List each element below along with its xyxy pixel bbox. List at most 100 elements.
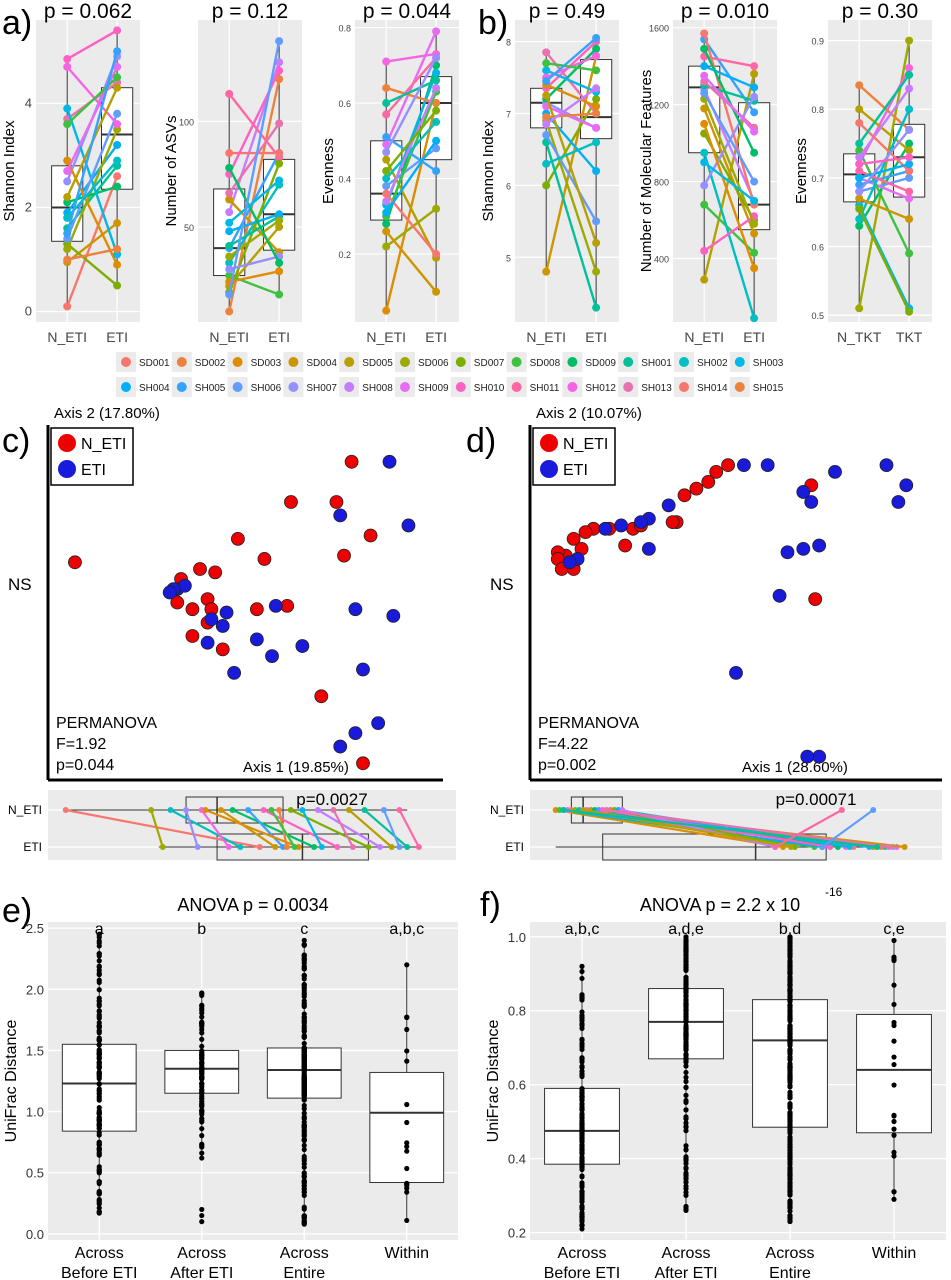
strip-point — [291, 844, 298, 850]
pair-line — [703, 98, 756, 225]
pair-point — [855, 81, 864, 90]
chart-title: p = 0.49 — [529, 0, 605, 23]
pair-point — [542, 77, 551, 86]
eti-point — [348, 726, 363, 741]
eti-point — [641, 542, 656, 556]
subject-legend: SD001 SD002 SD003 SD004 SD005 SD006 SD007 SD008… — [116, 352, 784, 397]
data-point — [199, 1133, 205, 1139]
data-point — [579, 1154, 585, 1160]
data-point — [787, 1136, 793, 1142]
data-point — [579, 1212, 585, 1218]
y-tick-label: 1600 — [649, 24, 669, 34]
pair-point — [750, 229, 759, 238]
x-tick-label: ETI — [425, 329, 447, 345]
pair-point — [63, 177, 72, 186]
eti-point — [796, 542, 811, 556]
pair-line — [385, 121, 438, 180]
strip-point — [870, 807, 877, 813]
legend-key — [567, 357, 578, 367]
data-point — [787, 1047, 793, 1053]
pair-point — [113, 26, 122, 35]
data-point — [96, 1166, 102, 1172]
legend-label-n-eti: N_ETI — [81, 436, 126, 453]
data-point — [579, 1022, 585, 1028]
pair-point — [542, 267, 551, 276]
pair-point — [592, 217, 601, 226]
legend-label-eti: ETI — [81, 462, 106, 479]
eti-point — [227, 665, 242, 680]
pair-line — [228, 274, 280, 296]
data-point — [579, 1057, 585, 1063]
data-point — [891, 1149, 897, 1155]
data-point — [683, 1183, 689, 1189]
data-point — [301, 1138, 307, 1144]
pair-point — [855, 118, 864, 127]
strip-point — [283, 844, 290, 850]
outlier-point — [199, 1206, 205, 1213]
strip-point — [225, 844, 232, 850]
permanova-stat: p=0.002 — [538, 757, 596, 774]
pair-point — [113, 245, 122, 254]
data-point — [404, 1119, 410, 1126]
legend-label: SH015 — [753, 383, 784, 394]
pair-point — [592, 238, 601, 247]
pair-line — [66, 113, 119, 240]
pair-point — [382, 189, 391, 198]
pair-point — [225, 290, 234, 299]
pair-point — [113, 260, 122, 269]
pair-line — [385, 230, 438, 293]
pair-point — [855, 187, 864, 196]
pair-line — [858, 204, 911, 309]
data-point — [683, 947, 689, 953]
data-point — [787, 1067, 793, 1074]
pair-point — [225, 307, 234, 316]
pair-point — [855, 215, 864, 224]
y-tick-label: 100 — [179, 117, 194, 127]
pair-line — [228, 226, 281, 287]
pair-point — [542, 159, 551, 168]
data-point — [96, 1205, 102, 1211]
data-point — [579, 1217, 585, 1224]
data-point — [199, 1074, 205, 1080]
legend-key — [734, 382, 745, 392]
pair-point — [275, 210, 284, 219]
pair-point — [63, 104, 72, 113]
data-point — [199, 1126, 205, 1132]
strip-point — [314, 807, 321, 813]
pair-point — [750, 127, 759, 136]
pair-point — [542, 66, 551, 75]
data-point — [579, 1127, 585, 1133]
pair-point — [225, 149, 234, 158]
panel-label-e: e) — [2, 892, 32, 930]
pair-point — [63, 302, 72, 311]
strip-pair-line — [232, 808, 315, 849]
n-eti-point — [618, 538, 633, 553]
legend-label: SH007 — [306, 383, 337, 394]
pair-line — [858, 74, 911, 145]
data-point — [579, 1115, 585, 1121]
data-point — [579, 1106, 585, 1112]
legend-label: SH011 — [530, 383, 560, 394]
data-point — [579, 992, 585, 998]
data-point — [683, 1114, 689, 1120]
eti-point — [812, 749, 827, 764]
x-axis-label: Axis 1 (28.60%) — [742, 759, 848, 776]
data-point — [579, 968, 585, 975]
pair-line — [703, 48, 756, 154]
data-point — [579, 1040, 585, 1047]
data-point — [404, 1140, 410, 1146]
pair-line — [66, 108, 119, 255]
eti-point — [804, 495, 819, 509]
pair-point — [592, 138, 601, 147]
pair-point — [905, 70, 914, 79]
pair-line — [228, 163, 281, 293]
legend-label: SD005 — [362, 358, 393, 369]
pair-point — [750, 69, 759, 78]
strip-point — [148, 807, 155, 813]
x-tick-label: N_ETI — [209, 329, 249, 345]
strip-point — [874, 844, 881, 850]
pair-line — [228, 167, 281, 264]
x-tick-label: Entire — [283, 1265, 325, 1280]
y-axis-label: Shannon Index — [480, 120, 497, 221]
pair-point — [905, 215, 914, 224]
